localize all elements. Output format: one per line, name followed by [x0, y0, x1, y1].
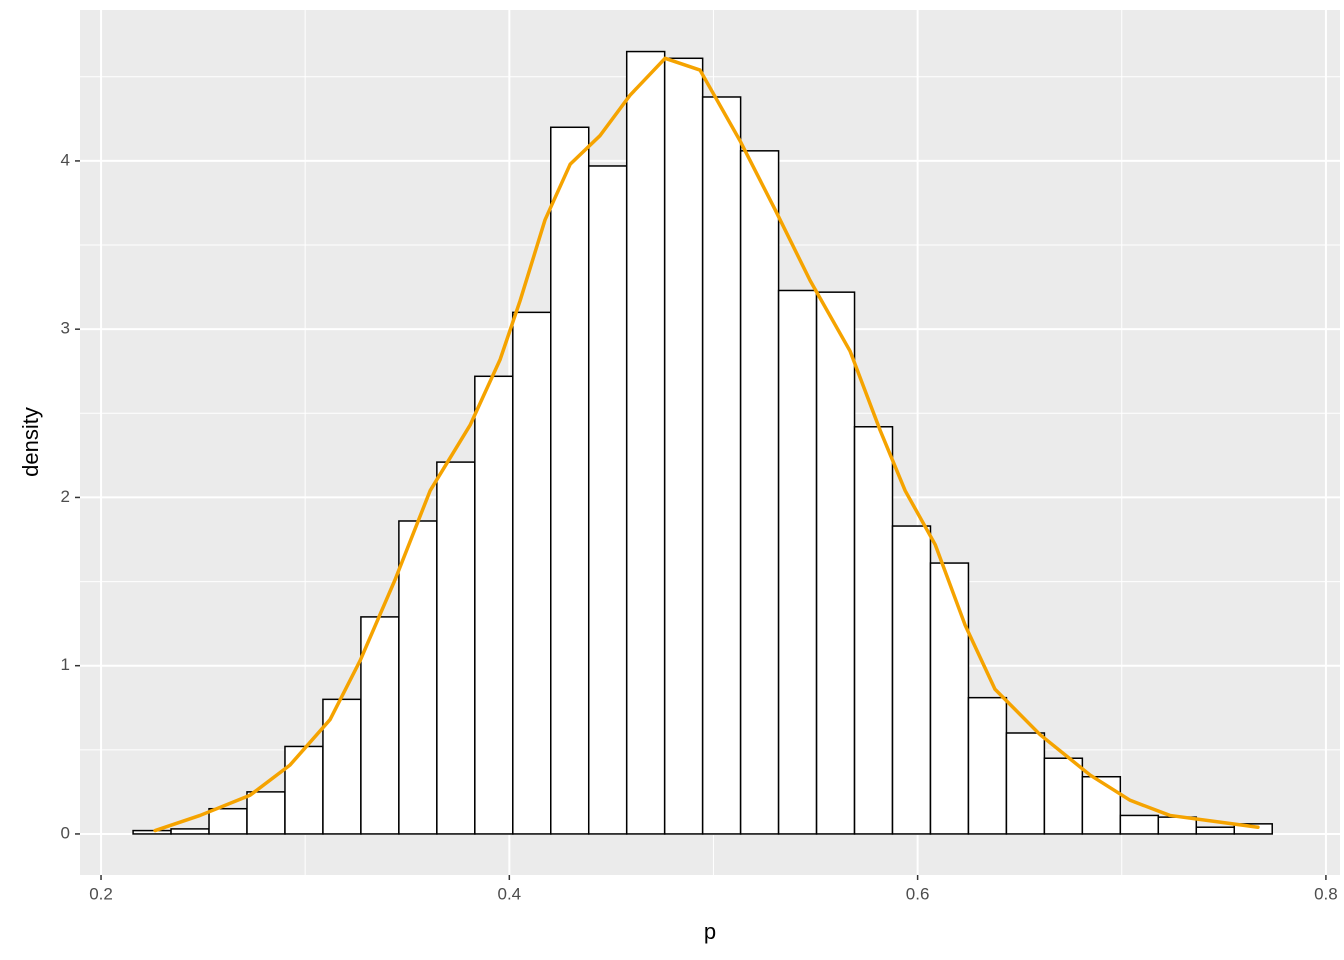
- bar: [1081, 775, 1122, 835]
- bar: [853, 426, 894, 835]
- bar: [474, 375, 514, 835]
- x-tick-label: 0.8: [1314, 884, 1338, 903]
- bar: [891, 525, 932, 835]
- bar: [436, 461, 476, 835]
- x-tick-label: 0.2: [89, 884, 113, 903]
- bar: [1195, 826, 1236, 835]
- bar: [1043, 757, 1084, 835]
- bar: [398, 520, 438, 835]
- x-tick-label: 0.4: [498, 884, 522, 903]
- bar: [170, 828, 210, 835]
- bar: [246, 791, 286, 835]
- x-tick-label: 0.6: [906, 884, 930, 903]
- y-tick-label: 0: [61, 823, 70, 842]
- y-tick-label: 4: [61, 150, 70, 169]
- density-line: [153, 56, 1260, 833]
- bar: [1005, 732, 1046, 835]
- bar: [625, 50, 666, 835]
- bar: [208, 807, 248, 835]
- bar: [360, 616, 400, 835]
- bar: [929, 562, 970, 835]
- bar: [663, 57, 704, 835]
- bar: [550, 126, 590, 835]
- y-tick-label: 1: [61, 655, 70, 674]
- bar: [777, 289, 818, 835]
- y-tick-label: 3: [61, 319, 70, 338]
- bar: [512, 311, 552, 835]
- y-tick-label: 2: [61, 487, 70, 506]
- x-axis-title: p: [704, 919, 716, 944]
- bar: [132, 829, 172, 835]
- bar: [967, 696, 1008, 835]
- y-axis-title: density: [18, 407, 43, 477]
- bar: [1233, 823, 1273, 835]
- bar: [701, 96, 742, 835]
- bar: [739, 150, 780, 835]
- bar: [815, 291, 856, 835]
- bar: [284, 745, 324, 835]
- bar: [1119, 814, 1160, 835]
- bar: [587, 165, 628, 835]
